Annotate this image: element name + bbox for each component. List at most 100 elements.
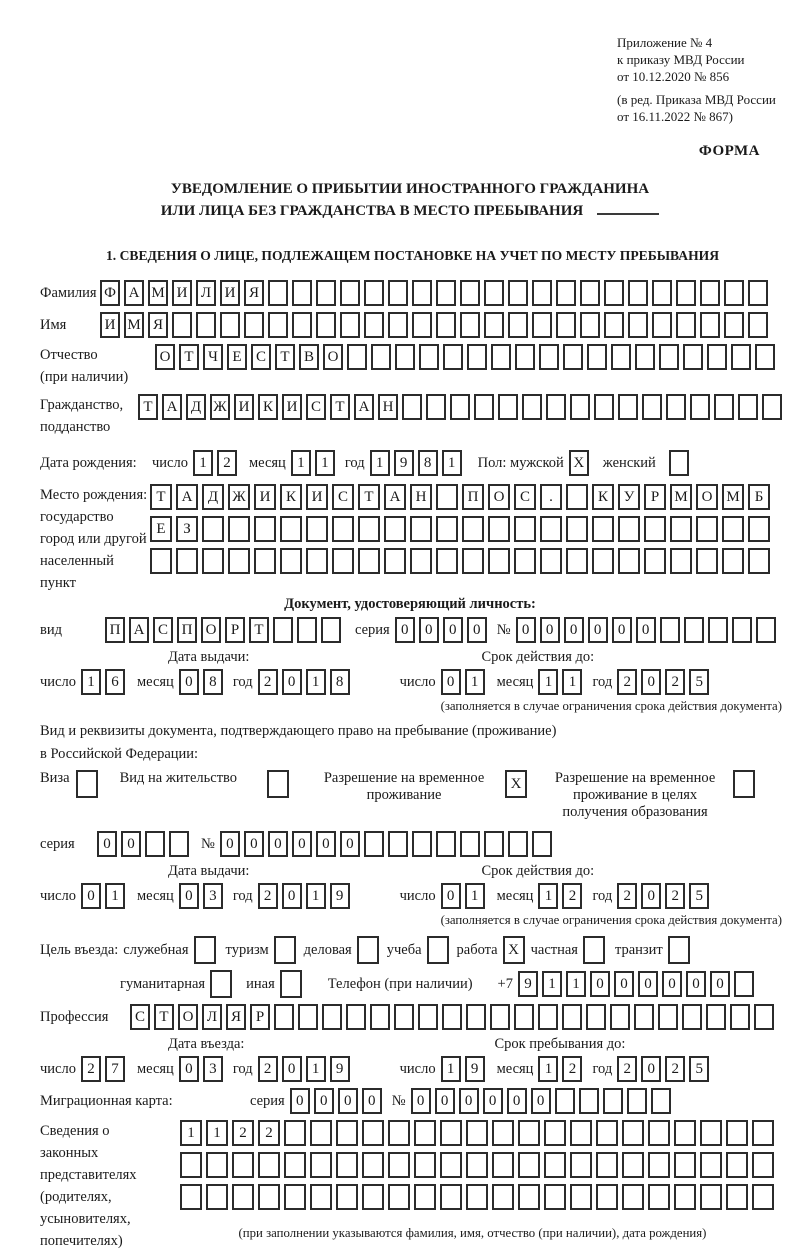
- char-cell[interactable]: [554, 1088, 575, 1114]
- char-cell[interactable]: [460, 312, 480, 338]
- char-cell[interactable]: 0: [530, 1088, 551, 1114]
- char-cell[interactable]: И: [220, 280, 240, 306]
- char-cell[interactable]: 0: [637, 971, 658, 997]
- char-cell[interactable]: X: [505, 770, 528, 798]
- char-cell[interactable]: [731, 344, 751, 370]
- char-cell[interactable]: [418, 1004, 438, 1030]
- char-cell[interactable]: 9: [464, 1056, 485, 1082]
- char-cell[interactable]: [733, 971, 754, 997]
- char-cell[interactable]: [648, 1120, 670, 1146]
- char-cell[interactable]: [539, 344, 559, 370]
- char-cell[interactable]: [394, 1004, 414, 1030]
- char-cell[interactable]: [412, 280, 432, 306]
- char-cell[interactable]: 2: [562, 1056, 583, 1082]
- char-cell[interactable]: 2: [80, 1056, 101, 1082]
- char-cell[interactable]: X: [568, 450, 589, 476]
- char-cell[interactable]: Ф: [100, 280, 120, 306]
- char-cell[interactable]: 0: [434, 1088, 455, 1114]
- char-cell[interactable]: 0: [611, 617, 632, 643]
- char-cell[interactable]: 0: [466, 617, 487, 643]
- char-cell[interactable]: [538, 1004, 558, 1030]
- char-cell[interactable]: [652, 312, 672, 338]
- char-cell[interactable]: [419, 344, 439, 370]
- char-cell[interactable]: Ж: [210, 394, 230, 420]
- char-cell[interactable]: [628, 312, 648, 338]
- char-cell[interactable]: 8: [202, 669, 223, 695]
- char-cell[interactable]: 0: [281, 883, 302, 909]
- char-cell[interactable]: 0: [281, 1056, 302, 1082]
- char-cell[interactable]: 5: [689, 883, 710, 909]
- char-cell[interactable]: [410, 548, 432, 574]
- char-cell[interactable]: [700, 312, 720, 338]
- male-checkbox[interactable]: X: [568, 450, 589, 476]
- char-cell[interactable]: 2: [258, 1120, 280, 1146]
- char-cell[interactable]: [267, 770, 290, 798]
- char-cell[interactable]: [518, 1184, 540, 1210]
- char-cell[interactable]: 0: [589, 971, 610, 997]
- char-cell[interactable]: .: [540, 484, 562, 510]
- char-cell[interactable]: Е: [150, 516, 172, 542]
- char-cell[interactable]: [622, 1184, 644, 1210]
- char-cell[interactable]: [426, 394, 446, 420]
- char-cell[interactable]: С: [153, 617, 173, 643]
- char-cell[interactable]: [755, 617, 776, 643]
- char-cell[interactable]: Л: [196, 280, 216, 306]
- char-cell[interactable]: [648, 1184, 670, 1210]
- char-cell[interactable]: [706, 1004, 726, 1030]
- char-cell[interactable]: [668, 450, 689, 476]
- char-cell[interactable]: [754, 1004, 774, 1030]
- char-cell[interactable]: [644, 548, 666, 574]
- char-cell[interactable]: Д: [202, 484, 224, 510]
- char-cell[interactable]: 1: [562, 669, 583, 695]
- char-cell[interactable]: 1: [565, 971, 586, 997]
- char-cell[interactable]: [622, 1120, 644, 1146]
- char-cell[interactable]: 0: [97, 831, 117, 857]
- char-cell[interactable]: 0: [641, 1056, 662, 1082]
- char-cell[interactable]: П: [462, 484, 484, 510]
- char-cell[interactable]: [587, 344, 607, 370]
- char-cell[interactable]: [514, 1004, 534, 1030]
- char-cell[interactable]: [492, 1120, 514, 1146]
- char-cell[interactable]: [540, 548, 562, 574]
- purpose-study-checkbox[interactable]: [426, 936, 449, 964]
- char-cell[interactable]: [414, 1152, 436, 1178]
- char-cell[interactable]: [540, 516, 562, 542]
- char-cell[interactable]: [596, 1184, 618, 1210]
- char-cell[interactable]: [450, 394, 470, 420]
- char-cell[interactable]: О: [178, 1004, 198, 1030]
- char-cell[interactable]: 0: [613, 971, 634, 997]
- char-cell[interactable]: [726, 1152, 748, 1178]
- char-cell[interactable]: [731, 617, 752, 643]
- char-cell[interactable]: [436, 312, 456, 338]
- char-cell[interactable]: [592, 516, 614, 542]
- char-cell[interactable]: М: [124, 312, 144, 338]
- char-cell[interactable]: 0: [291, 831, 312, 857]
- char-cell[interactable]: [488, 516, 510, 542]
- char-cell[interactable]: К: [258, 394, 278, 420]
- char-cell[interactable]: [273, 617, 293, 643]
- char-cell[interactable]: 0: [339, 831, 360, 857]
- char-cell[interactable]: [228, 548, 250, 574]
- char-cell[interactable]: [700, 1152, 722, 1178]
- char-cell[interactable]: С: [332, 484, 354, 510]
- char-cell[interactable]: 6: [104, 669, 125, 695]
- char-cell[interactable]: 0: [361, 1088, 382, 1114]
- purpose-transit-checkbox[interactable]: [667, 936, 690, 964]
- char-cell[interactable]: 9: [517, 971, 538, 997]
- visa-checkbox[interactable]: [75, 770, 98, 798]
- char-cell[interactable]: [268, 280, 288, 306]
- char-cell[interactable]: [514, 548, 536, 574]
- char-cell[interactable]: 2: [232, 1120, 254, 1146]
- char-cell[interactable]: О: [696, 484, 718, 510]
- char-cell[interactable]: [700, 1184, 722, 1210]
